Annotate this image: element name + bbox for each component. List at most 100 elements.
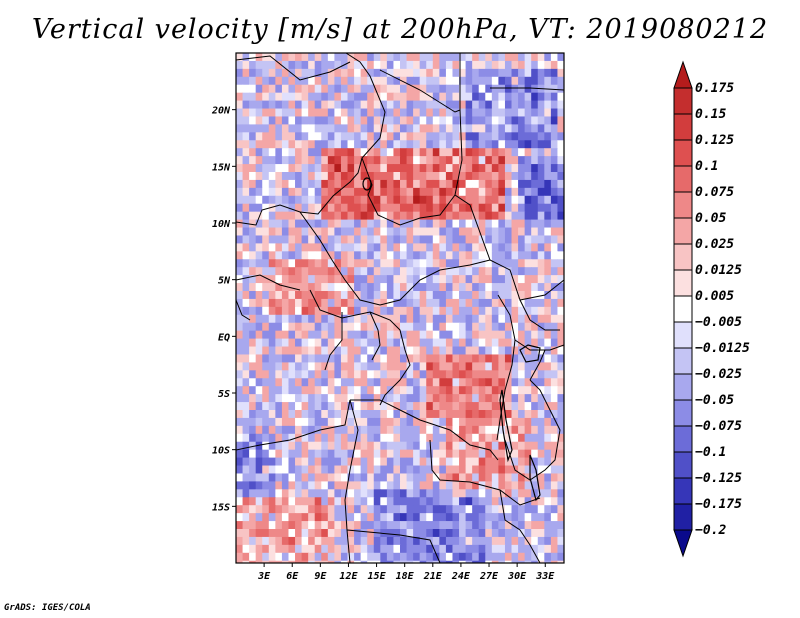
heat-cell [373,513,381,522]
heat-cell [354,433,362,443]
heat-cell [354,100,362,110]
heat-cell [314,505,322,514]
heat-cell [413,457,421,467]
heat-cell [400,211,408,221]
heat-cell [308,211,316,221]
heat-cell [498,338,506,348]
heat-cell [327,132,335,141]
heat-cell [524,536,532,546]
heat-cell [459,314,467,324]
heat-cell [459,544,467,554]
heat-cell [491,179,499,189]
heat-cell [262,410,270,419]
heat-cell [386,497,395,506]
heat-cell [268,544,276,554]
heat-cell [544,116,552,125]
heat-cell [249,267,257,276]
heat-cell [550,338,559,348]
heat-cell [262,172,270,181]
heat-cell [308,513,316,522]
heat-cell [340,457,349,467]
heat-cell [268,92,276,102]
heat-cell [255,433,263,443]
heat-cell [393,172,401,181]
heat-cell [242,425,250,435]
heat-cell [419,84,427,94]
heat-cell [419,481,427,490]
heat-cell [478,473,486,482]
heat-cell [268,306,276,316]
heat-cell [314,354,322,363]
heat-cell [557,449,564,459]
heat-cell [249,417,257,427]
heat-cell [439,378,447,387]
heat-cell [564,140,571,149]
heat-cell [413,354,421,363]
heat-cell [511,203,519,213]
heat-cell [498,53,506,62]
heat-cell [295,251,303,260]
heat-cell [327,76,335,86]
heat-cell [511,243,519,252]
heat-cell [432,449,440,459]
heat-cell [380,552,388,562]
heat-cell [504,362,513,371]
heat-cell [432,275,440,284]
heat-cell [400,457,408,467]
heat-cell [498,211,506,221]
heat-cell [288,60,296,70]
heat-cell [340,267,349,276]
heat-cell [327,219,335,229]
heat-cell [426,179,434,189]
heat-cell [452,132,460,141]
heat-cell [518,306,526,316]
heat-cell [373,425,381,435]
heat-cell [295,53,303,62]
heat-cell [445,314,454,324]
heat-cell [295,425,303,435]
heat-cell [360,211,368,221]
heat-cell [321,164,329,173]
heat-cell [459,402,467,411]
heat-cell [334,53,342,62]
heat-cell [255,195,263,205]
heat-cell [413,410,421,419]
heat-cell [472,346,480,356]
heat-cell [249,378,257,387]
heat-cell [537,179,545,189]
heat-cell [354,378,362,387]
heat-cell [242,259,250,268]
heat-cell [544,172,552,181]
heat-cell [472,497,480,506]
heat-cell [544,370,552,379]
heat-cell [255,489,263,498]
heat-cell [485,108,493,118]
heat-cell [419,243,427,252]
heat-cell [301,425,309,435]
heat-cell [295,449,303,459]
heat-cell [432,489,440,498]
heat-cell [511,314,519,324]
heat-cell [511,552,519,562]
heat-cell [295,211,303,221]
heat-cell [301,100,309,110]
heat-cell [498,291,506,300]
heat-cell [367,172,375,181]
heat-cell [511,148,519,157]
heat-cell [327,489,335,498]
heat-cell [308,235,316,244]
heat-cell [413,227,421,237]
heat-cell [386,235,395,244]
heat-cell [426,410,434,419]
x-axis: 3E 6E 9E 12E 15E 18E 21E 24E 27E 30E 33E [257,563,555,582]
heat-cell [426,306,434,316]
heat-cell [275,100,283,110]
heat-cell [478,211,486,221]
heat-cell [426,68,434,78]
heat-cell [537,298,545,308]
heat-cell [360,179,368,189]
heat-cell [465,513,473,522]
heat-cell [472,187,480,197]
heat-cell [373,116,381,125]
heat-cell [491,497,499,506]
